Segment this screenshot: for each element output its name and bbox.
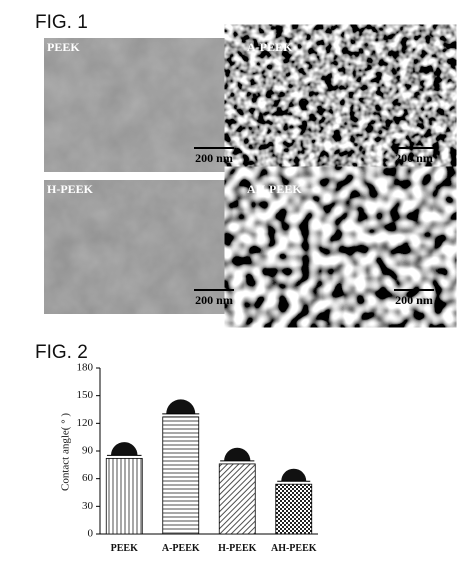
scale-label: 200 nm <box>195 293 233 307</box>
x-tick-label: A-PEEK <box>162 543 200 554</box>
sem-image <box>244 38 437 172</box>
x-tick-label: H-PEEK <box>218 543 257 554</box>
sem-texture <box>44 180 238 314</box>
scale-label: 200 nm <box>395 293 433 307</box>
bar <box>105 457 143 535</box>
y-tick-label: 90 <box>82 445 94 457</box>
x-tick-label: PEEK <box>111 543 138 554</box>
y-tick-label: 180 <box>77 362 94 374</box>
panel-label: PEEK <box>47 40 80 54</box>
y-tick-label: 120 <box>77 417 94 429</box>
sem-image <box>244 180 437 314</box>
panel-label: H-PEEK <box>47 182 94 196</box>
y-tick-label: 150 <box>77 389 94 401</box>
x-tick-label: AH-PEEK <box>271 543 317 554</box>
scale-label: 200 nm <box>395 151 433 165</box>
droplet-icon <box>166 399 196 414</box>
scale-label: 200 nm <box>195 151 233 165</box>
y-axis-label: Contact angle( ° ) <box>60 413 72 491</box>
droplet-icon <box>224 447 251 461</box>
y-tick-label: 0 <box>88 528 94 540</box>
sem-images <box>44 38 437 314</box>
panel-label: AH-PEEK <box>247 182 302 196</box>
y-tick-label: 30 <box>82 500 94 512</box>
y-tick-label: 60 <box>82 472 94 484</box>
bar <box>162 416 200 535</box>
fig2-title: FIG. 2 <box>35 342 88 363</box>
droplet-icon <box>110 442 138 456</box>
fig1-title: FIG. 1 <box>35 12 88 33</box>
droplet-icon <box>281 468 307 482</box>
bar <box>218 463 256 535</box>
bar <box>275 483 313 535</box>
panel-label: A-PEEK <box>247 40 293 54</box>
sem-texture <box>44 38 238 172</box>
